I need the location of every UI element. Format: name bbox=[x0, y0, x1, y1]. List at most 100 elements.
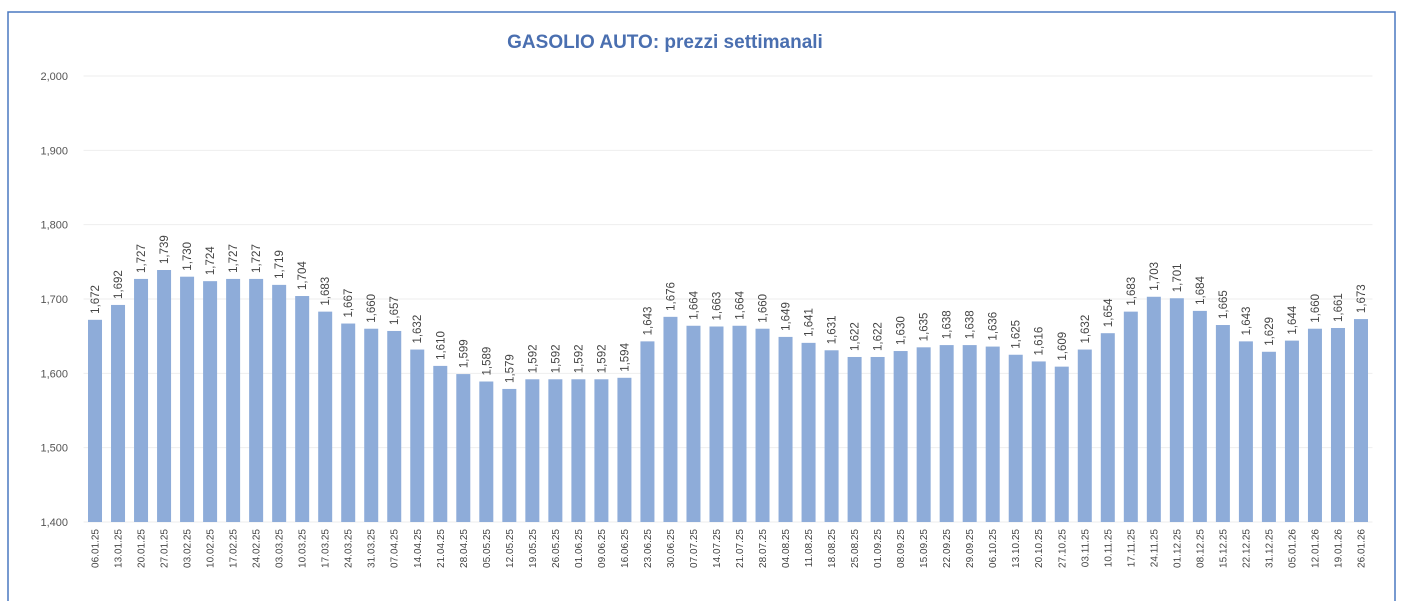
x-tick-label: 27.10.25 bbox=[1057, 529, 1068, 568]
bar bbox=[456, 374, 471, 522]
bar bbox=[1054, 366, 1069, 522]
x-tick-label: 01.12.25 bbox=[1172, 529, 1183, 568]
bar bbox=[341, 323, 356, 522]
value-label: 1,594 bbox=[619, 342, 631, 371]
x-tick-label: 17.03.25 bbox=[321, 529, 332, 568]
value-label: 1,665 bbox=[1218, 290, 1230, 319]
bar bbox=[870, 356, 885, 522]
x-tick-label: 31.12.25 bbox=[1264, 529, 1275, 568]
bar bbox=[755, 328, 770, 522]
value-label: 1,657 bbox=[389, 296, 401, 325]
frame bbox=[7, 11, 1396, 601]
bar bbox=[318, 311, 333, 522]
bar bbox=[778, 336, 793, 522]
x-tick-label: 31.03.25 bbox=[367, 529, 378, 568]
bar bbox=[801, 342, 816, 522]
value-label: 1,727 bbox=[136, 244, 148, 273]
x-tick-label: 05.05.25 bbox=[482, 529, 493, 568]
bar bbox=[272, 284, 287, 522]
x-tick-label: 22.09.25 bbox=[942, 529, 953, 568]
bar bbox=[1192, 310, 1207, 522]
value-label: 1,654 bbox=[1103, 298, 1115, 327]
y-tick-label: 1,900 bbox=[40, 145, 68, 157]
bar bbox=[157, 270, 172, 522]
bar bbox=[1031, 361, 1046, 522]
bar bbox=[1008, 354, 1023, 522]
x-tick-label: 27.01.25 bbox=[160, 529, 171, 568]
x-tick-label: 17.11.25 bbox=[1126, 529, 1137, 568]
bar bbox=[203, 281, 218, 522]
y-tick-label: 1,600 bbox=[40, 368, 68, 380]
value-label: 1,589 bbox=[481, 347, 493, 376]
bar bbox=[502, 388, 517, 522]
x-tick-label: 19.01.26 bbox=[1333, 529, 1344, 568]
value-label: 1,739 bbox=[159, 235, 171, 264]
value-label: 1,649 bbox=[781, 302, 793, 331]
x-tick-label: 09.06.25 bbox=[597, 529, 608, 568]
bar bbox=[1215, 325, 1230, 522]
value-label: 1,599 bbox=[458, 339, 470, 368]
x-tick-label: 14.04.25 bbox=[413, 529, 424, 568]
value-label: 1,622 bbox=[873, 322, 885, 351]
bar bbox=[663, 316, 678, 522]
bar bbox=[134, 278, 149, 522]
bar bbox=[479, 381, 494, 522]
x-tick-label: 06.01.25 bbox=[91, 529, 102, 568]
value-label: 1,644 bbox=[1287, 305, 1299, 334]
value-label: 1,636 bbox=[988, 312, 1000, 341]
value-label: 1,579 bbox=[504, 354, 516, 383]
value-label: 1,660 bbox=[1310, 294, 1322, 323]
bar bbox=[686, 325, 701, 522]
bar bbox=[364, 328, 379, 522]
value-label: 1,592 bbox=[573, 344, 585, 373]
x-tick-label: 12.05.25 bbox=[505, 529, 516, 568]
bar bbox=[249, 278, 264, 522]
bar bbox=[1307, 328, 1322, 522]
value-label: 1,724 bbox=[205, 246, 217, 275]
value-label: 1,704 bbox=[297, 261, 309, 290]
value-label: 1,692 bbox=[113, 270, 125, 299]
x-tick-label: 30.06.25 bbox=[666, 529, 677, 568]
bar bbox=[180, 276, 195, 522]
value-label: 1,703 bbox=[1149, 262, 1161, 291]
x-tick-label: 06.10.25 bbox=[988, 529, 999, 568]
x-tick-label: 12.01.26 bbox=[1310, 529, 1321, 568]
value-label: 1,727 bbox=[251, 244, 263, 273]
bar bbox=[1100, 333, 1115, 522]
x-tick-label: 24.11.25 bbox=[1149, 529, 1160, 568]
x-tick-label: 04.08.25 bbox=[781, 529, 792, 568]
bar bbox=[1077, 349, 1092, 522]
value-label: 1,643 bbox=[642, 307, 654, 336]
bar bbox=[1123, 311, 1138, 522]
value-label: 1,638 bbox=[942, 310, 954, 339]
x-tick-label: 07.04.25 bbox=[390, 529, 401, 568]
bar bbox=[594, 379, 609, 522]
value-label: 1,683 bbox=[320, 277, 332, 306]
bar bbox=[1353, 319, 1368, 522]
value-label: 1,635 bbox=[919, 313, 931, 342]
x-tick-label: 16.06.25 bbox=[620, 529, 631, 568]
bar bbox=[1238, 341, 1253, 522]
x-tick-label: 21.04.25 bbox=[436, 529, 447, 568]
bar bbox=[893, 351, 908, 522]
y-tick-label: 1,700 bbox=[40, 294, 68, 306]
value-label: 1,667 bbox=[343, 289, 355, 318]
x-tick-label: 01.06.25 bbox=[574, 529, 585, 568]
value-label: 1,631 bbox=[827, 316, 839, 345]
bar bbox=[939, 345, 954, 522]
value-label: 1,622 bbox=[850, 322, 862, 351]
x-tick-label: 29.09.25 bbox=[965, 529, 976, 568]
x-tick-label: 24.03.25 bbox=[344, 529, 355, 568]
bar bbox=[640, 341, 655, 522]
bar bbox=[1330, 327, 1345, 522]
value-label: 1,632 bbox=[1080, 315, 1092, 344]
value-label: 1,592 bbox=[550, 344, 562, 373]
x-tick-label: 22.12.25 bbox=[1241, 529, 1252, 568]
x-tick-label: 26.01.26 bbox=[1356, 529, 1367, 568]
x-tick-label: 11.08.25 bbox=[804, 529, 815, 568]
value-label: 1,664 bbox=[735, 290, 747, 319]
bar bbox=[985, 346, 1000, 522]
x-tick-label: 03.11.25 bbox=[1080, 529, 1091, 568]
x-tick-label: 10.02.25 bbox=[206, 529, 217, 568]
